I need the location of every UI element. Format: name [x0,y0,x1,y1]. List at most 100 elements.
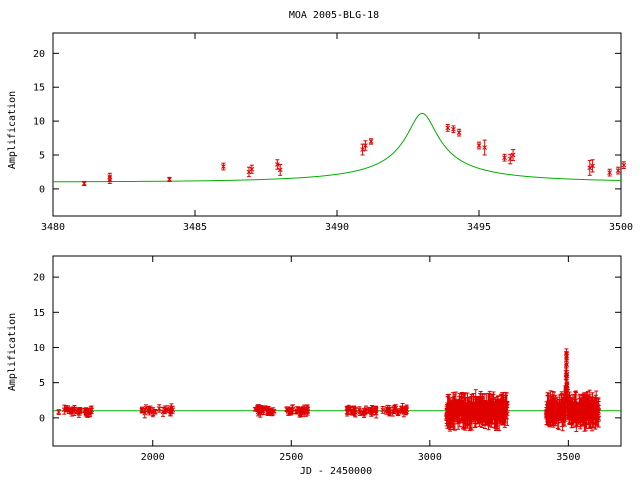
data-point [390,406,396,417]
point-marker [451,126,456,132]
point-marker [156,406,162,411]
data-point [476,141,482,150]
data-point [549,394,555,421]
bottom-ylabel: Amplification [7,313,18,391]
point-marker [363,143,368,148]
point-marker [547,409,553,414]
data-point [294,406,300,415]
point-marker [469,404,474,410]
point-marker [572,401,577,406]
y-tick-label: 10 [33,117,45,128]
point-marker [386,407,392,413]
data-point [368,138,374,145]
point-marker [482,407,488,412]
data-point [555,408,561,420]
data-point [249,164,255,174]
data-point [146,406,152,416]
point-marker [221,164,226,169]
point-marker [473,410,479,416]
plot-frame [52,255,622,447]
point-marker [565,392,571,398]
data-point [562,399,568,427]
point-marker [294,408,300,413]
data-point [621,161,627,170]
point-marker [277,167,283,173]
x-tick-label: 2000 [141,452,165,463]
data-point [277,163,283,176]
data-point [551,391,557,418]
x-tick-label: 2500 [279,452,303,463]
point-marker [275,162,280,167]
point-marker [288,407,294,413]
y-tick-label: 20 [33,49,45,60]
point-marker [466,400,472,406]
point-marker [462,414,468,420]
data-point [445,407,450,429]
data-point [564,381,570,390]
data-point [221,162,226,171]
data-point [564,370,570,379]
data-point [399,405,404,411]
data-point [572,394,577,413]
data-point [152,408,158,415]
point-marker [578,404,583,410]
point-marker [461,401,467,407]
point-marker [395,410,401,416]
plot-frame [52,32,622,217]
point-marker [303,408,309,414]
point-marker [56,409,62,415]
data-point [565,389,571,402]
point-marker [271,408,277,414]
data-point [356,406,362,413]
data-point [590,159,595,173]
data-point [482,139,488,156]
point-marker [81,181,87,186]
data-point [587,159,593,176]
chart-title: MOA 2005-BLG-18 [289,10,379,21]
y-tick-label: 15 [33,83,45,94]
point-marker [564,353,570,359]
point-marker [580,412,586,418]
data-point [256,404,262,415]
y-tick-label: 0 [39,413,45,424]
data-point [445,124,451,132]
data-point [107,172,113,181]
x-tick-label: 3485 [183,222,207,233]
point-marker [249,166,255,172]
data-point [462,402,468,431]
data-point [156,404,162,413]
point-marker [263,406,268,411]
data-point [489,402,495,425]
y-tick-label: 10 [33,343,45,354]
point-marker [143,405,149,411]
data-point [300,409,306,417]
data-point [466,396,472,410]
point-marker [353,410,358,416]
data-point [547,405,553,418]
point-marker [584,404,589,409]
point-marker [383,408,389,414]
x-tick-label: 3490 [325,222,349,233]
data-point [169,403,174,413]
data-point [451,125,456,134]
data-point [471,401,477,415]
point-marker [510,152,516,158]
point-marker [167,177,172,182]
data-point [510,149,516,161]
data-point [593,397,599,423]
data-point [77,407,83,416]
data-point [395,410,401,417]
point-marker [152,409,158,415]
data-point [500,395,506,415]
data-point [607,168,612,177]
data-point [344,407,350,417]
point-marker [367,408,373,414]
point-marker [489,411,495,416]
point-marker [455,413,461,419]
top-ylabel: Amplification [7,91,18,169]
point-marker [500,402,506,408]
point-marker [615,168,621,173]
data-point [383,407,389,415]
data-point [456,128,462,137]
